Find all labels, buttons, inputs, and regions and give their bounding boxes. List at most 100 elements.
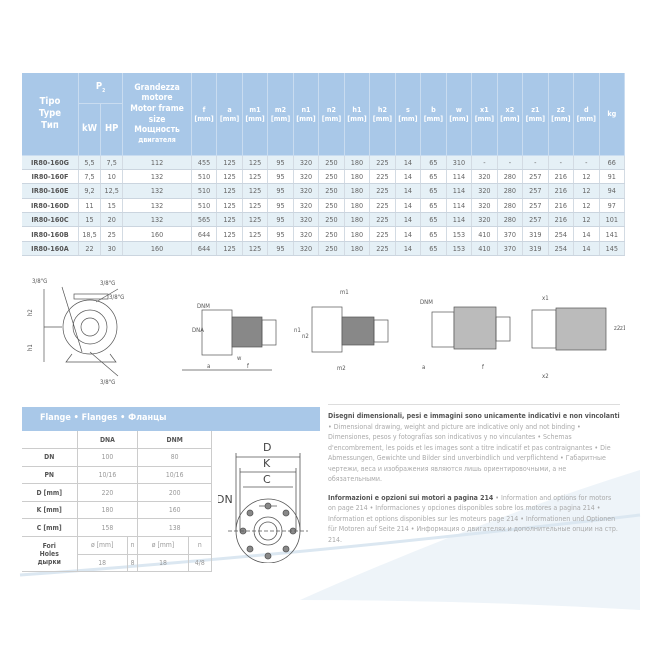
table-cell: 153 xyxy=(446,241,473,257)
col-w: w [mm] xyxy=(446,73,473,156)
table-cell: IR80-160D xyxy=(22,198,79,214)
flange-cell: 80 xyxy=(137,448,212,467)
flange-cell: 158 xyxy=(77,518,139,538)
flange-cell: C [mm] xyxy=(22,518,78,538)
table-cell: 125 xyxy=(242,212,269,228)
col-n2: n2 [mm] xyxy=(318,73,345,156)
table-cell: 370 xyxy=(497,241,524,257)
note-disclaimer: Disegni dimensionali, pesi e immagini so… xyxy=(328,412,620,483)
table-cell: 153 xyxy=(446,226,473,242)
table-cell: 14 xyxy=(395,198,422,214)
table-cell: 65 xyxy=(420,183,447,199)
table-cell: 180 xyxy=(344,183,371,199)
table-cell: 320 xyxy=(293,212,320,228)
flange-cell: DN xyxy=(22,448,78,467)
table-cell: 565 xyxy=(191,212,218,228)
table-cell: - xyxy=(471,155,498,170)
svg-text:3/8"G: 3/8"G xyxy=(32,278,47,285)
col-kg: kg xyxy=(599,73,626,156)
svg-text:n2: n2 xyxy=(302,333,309,340)
svg-text:C: C xyxy=(263,473,271,486)
table-cell: 95 xyxy=(267,183,294,199)
table-row: IR80-160C 15 20 132 565 125 125 95 320 250 180 225 1… xyxy=(22,212,626,228)
table-cell: 125 xyxy=(216,155,243,170)
table-cell: 91 xyxy=(599,169,626,185)
table-cell: 216 xyxy=(548,212,575,228)
table-cell: 132 xyxy=(122,169,192,185)
table-cell: 125 xyxy=(216,169,243,185)
svg-text:m1: m1 xyxy=(340,289,349,296)
spec-table: Tipo Type Тип P2 Grandezza motore Motor fram… xyxy=(22,73,626,257)
table-cell: 12,5 xyxy=(100,183,124,199)
table-cell: 65 xyxy=(420,155,447,170)
table-cell: 225 xyxy=(369,226,396,242)
table-cell: 95 xyxy=(267,226,294,242)
table-cell: 125 xyxy=(242,183,269,199)
flange-cell: 10/16 xyxy=(137,466,212,485)
table-cell: 225 xyxy=(369,198,396,214)
flange-diagram: DKC DN xyxy=(218,441,308,563)
table-cell: 14 xyxy=(395,241,422,257)
flanges-section: Flange • Flanges • Фланцы DNA DNM DN 100 80… xyxy=(22,407,320,575)
table-cell: 65 xyxy=(420,198,447,214)
col-x1: x1 [mm] xyxy=(471,73,498,156)
table-cell: 141 xyxy=(599,226,626,242)
table-cell: 66 xyxy=(599,155,626,170)
col-kw: kW xyxy=(78,103,102,156)
table-cell: 250 xyxy=(318,212,345,228)
notes: Disegni dimensionali, pesi e immagini so… xyxy=(328,404,620,553)
col-m1: m1 [mm] xyxy=(242,73,269,156)
flange-cell: 10/16 xyxy=(77,466,139,485)
svg-text:DNM: DNM xyxy=(420,299,433,306)
svg-text:m2: m2 xyxy=(337,365,346,372)
flange-row: PN 10/16 10/16 xyxy=(22,466,212,485)
table-cell: 14 xyxy=(395,212,422,228)
table-cell: 216 xyxy=(548,169,575,185)
svg-text:D: D xyxy=(263,441,271,454)
col-h1: h1 [mm] xyxy=(344,73,371,156)
table-cell: 180 xyxy=(344,226,371,242)
svg-text:f: f xyxy=(482,364,484,371)
table-cell: 12 xyxy=(573,183,600,199)
table-cell: 320 xyxy=(471,183,498,199)
col-d: d [mm] xyxy=(573,73,600,156)
svg-text:f: f xyxy=(247,363,249,370)
table-cell: 114 xyxy=(446,198,473,214)
table-cell: 320 xyxy=(293,169,320,185)
table-cell: 20 xyxy=(100,212,124,228)
table-cell: 280 xyxy=(497,183,524,199)
table-cell: 132 xyxy=(122,198,192,214)
flange-row: K [mm] 180 160 xyxy=(22,501,212,520)
flange-cell: PN xyxy=(22,466,78,485)
table-cell: 95 xyxy=(267,169,294,185)
table-cell: 250 xyxy=(318,155,345,170)
table-cell: 14 xyxy=(395,169,422,185)
svg-text:z1: z1 xyxy=(620,325,625,332)
table-cell: 15 xyxy=(78,212,102,228)
top-view-drawing-2: x1 x2 z2 z1 xyxy=(531,295,625,380)
table-cell: 125 xyxy=(216,226,243,242)
table-cell: 280 xyxy=(497,198,524,214)
table-cell: 320 xyxy=(471,212,498,228)
table-cell: 14 xyxy=(573,226,600,242)
table-cell: 510 xyxy=(191,183,218,199)
table-cell: 15 xyxy=(100,198,124,214)
table-cell: 216 xyxy=(548,183,575,199)
flange-cell: 200 xyxy=(137,483,212,502)
table-row: IR80-160G 5,5 7,5 112 455 125 125 95 320 250 180 22… xyxy=(22,155,626,170)
col-z2: z2 [mm] xyxy=(548,73,575,156)
table-cell: 125 xyxy=(216,212,243,228)
table-cell: - xyxy=(522,155,549,170)
flange-row: DN 100 80 xyxy=(22,448,212,467)
table-cell: 257 xyxy=(522,183,549,199)
svg-text:3/8"G: 3/8"G xyxy=(109,294,124,301)
table-cell: IR80-160C xyxy=(22,212,79,228)
table-cell: 250 xyxy=(318,169,345,185)
table-cell: 510 xyxy=(191,169,218,185)
table-cell: 410 xyxy=(471,241,498,257)
table-cell: 320 xyxy=(471,198,498,214)
table-cell: 320 xyxy=(293,241,320,257)
table-cell: 125 xyxy=(242,241,269,257)
table-cell: 14 xyxy=(395,183,422,199)
